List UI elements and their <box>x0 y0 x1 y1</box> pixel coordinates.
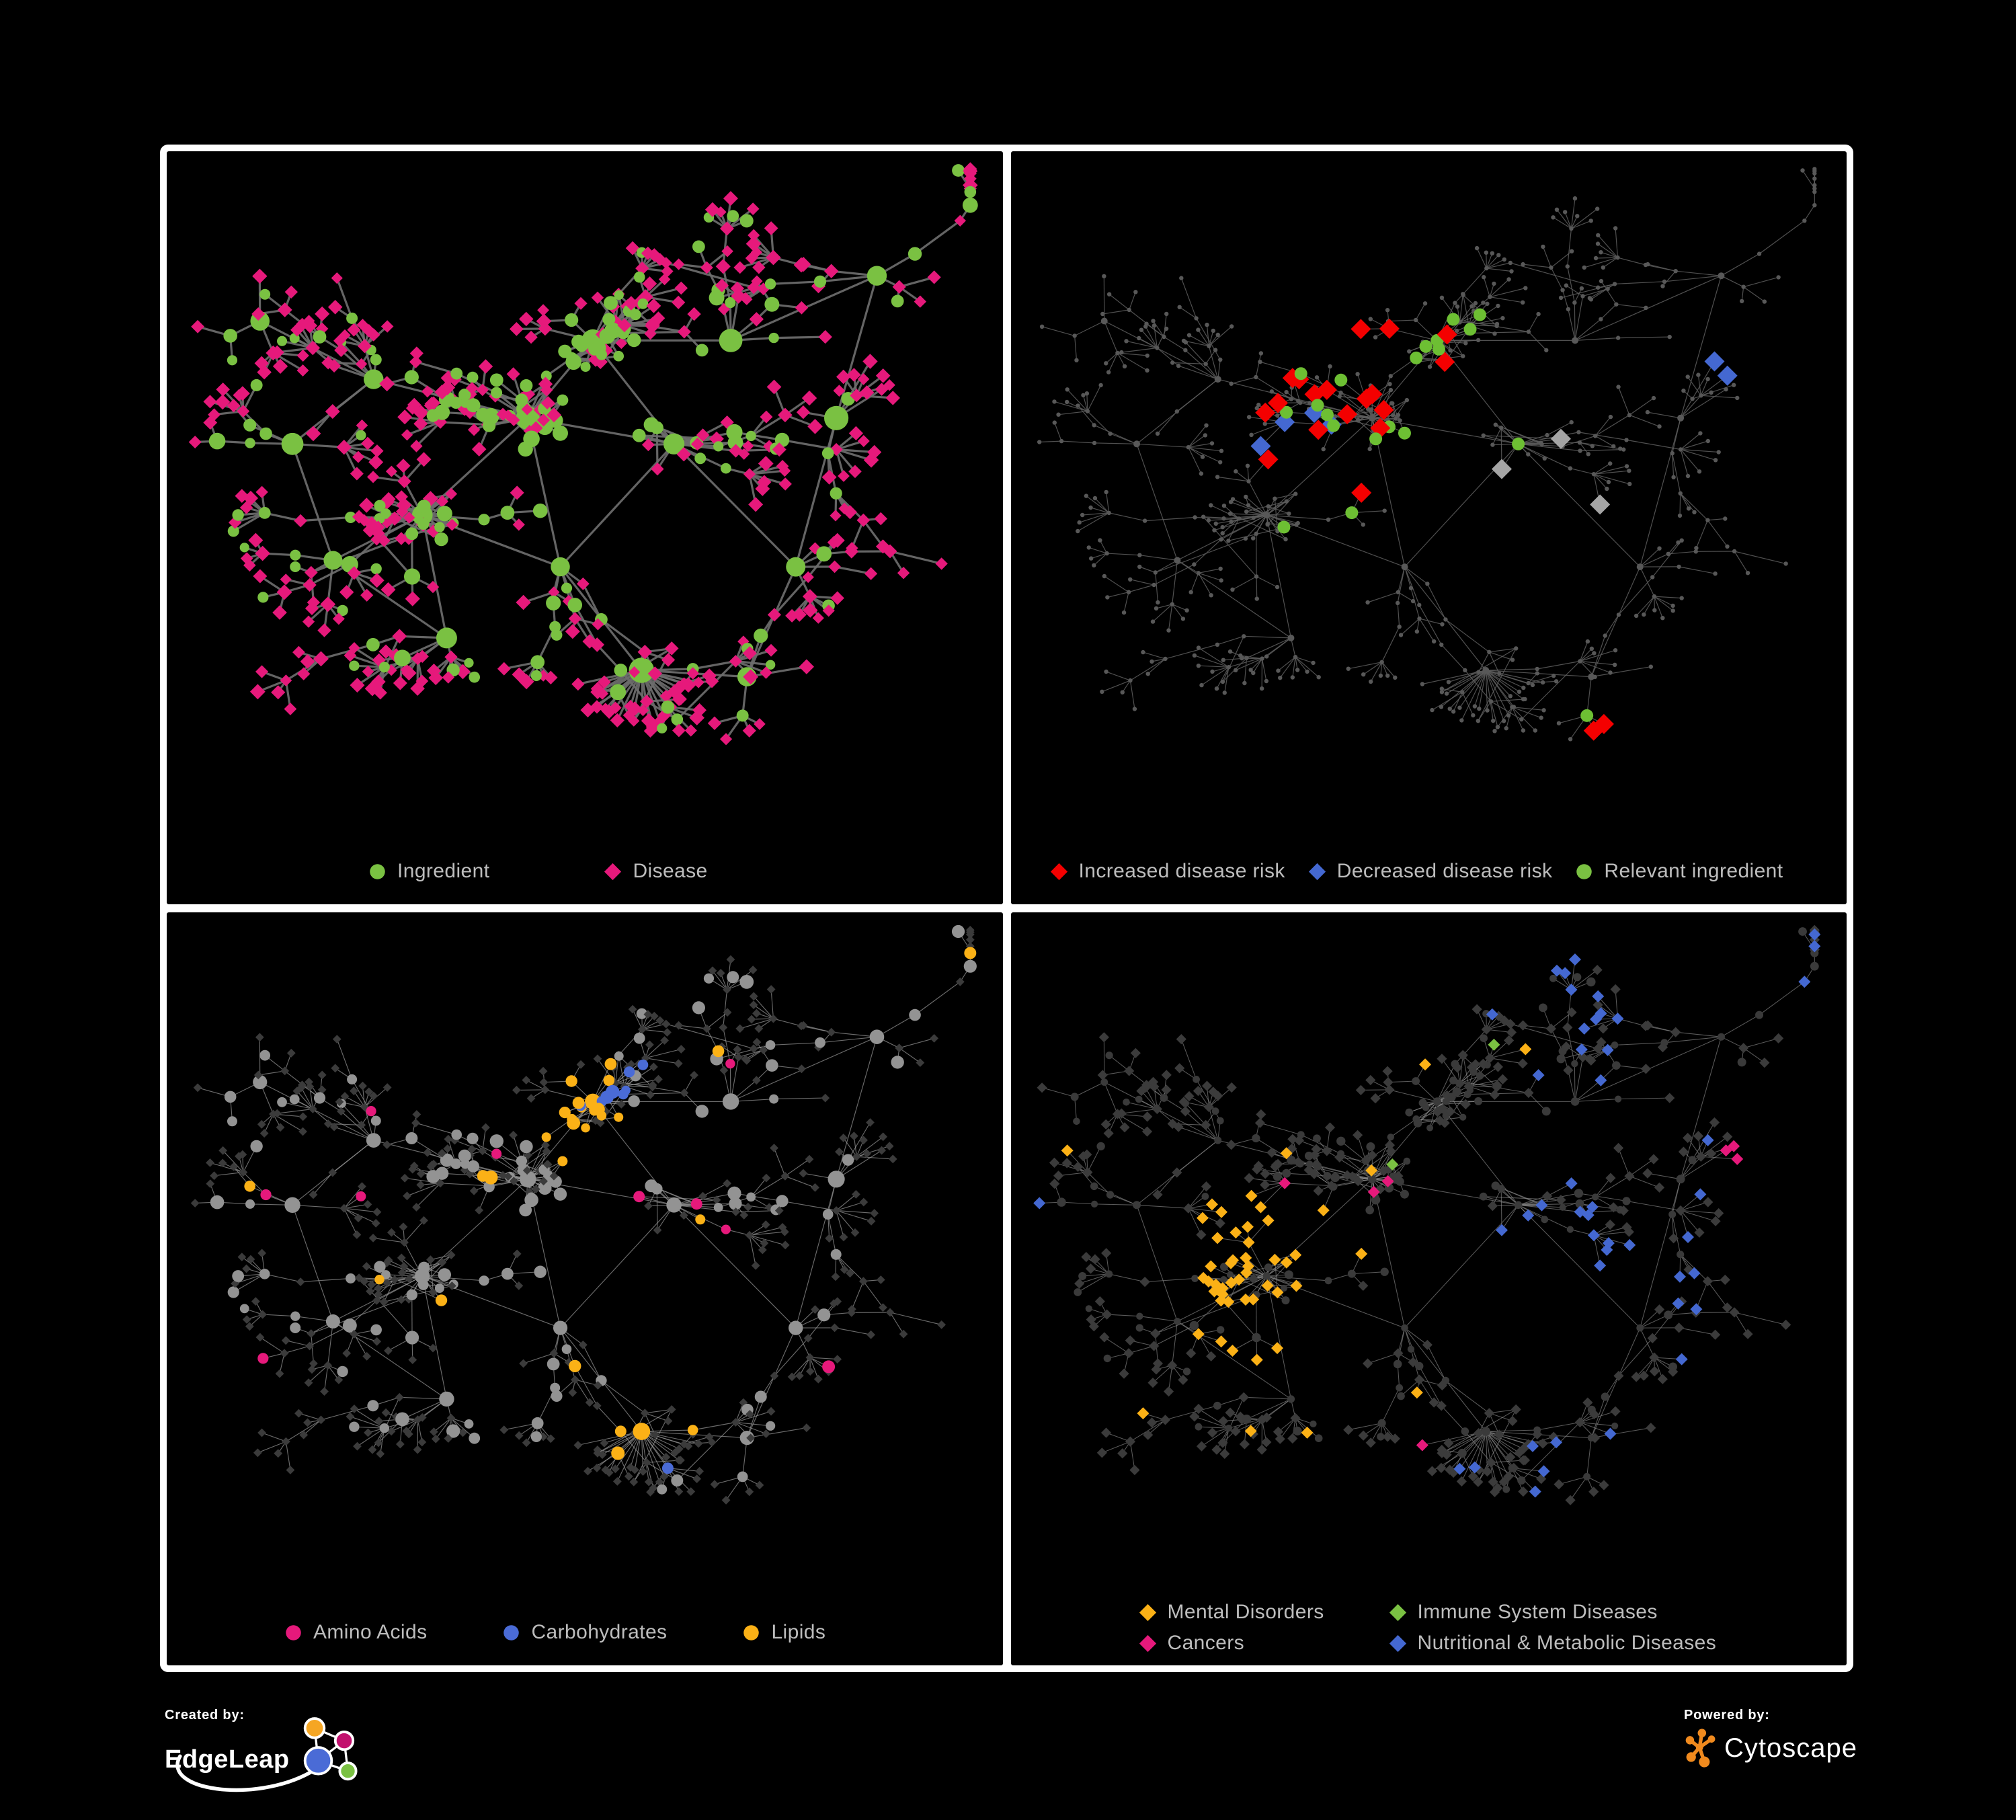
diamond-marker-icon <box>604 863 622 880</box>
legend-label: Immune System Diseases <box>1417 1601 1658 1623</box>
legend-3: Amino Acids Carbohydrates Lipids <box>167 1621 1003 1644</box>
diamond-marker-icon <box>1308 863 1326 880</box>
legend-item-increased-disease-risk: Increased disease risk <box>1050 860 1285 883</box>
legend-item-carbohydrates: Carbohydrates <box>502 1621 667 1644</box>
network-svg-2 <box>1037 167 1817 742</box>
legend-item-nutritional-metabolic-diseases: Nutritional & Metabolic Diseases <box>1389 1632 1847 1655</box>
legend-item-decreased-disease-risk: Decreased disease risk <box>1308 860 1553 883</box>
diamond-marker-icon <box>1139 1604 1156 1621</box>
network-svg-4 <box>1033 924 1820 1505</box>
legend-label: Decreased disease risk <box>1336 860 1553 882</box>
edgeleap-wordmark: EdgeLeap <box>165 1745 290 1774</box>
legend-label: Ingredient <box>397 860 490 882</box>
circle-marker-icon <box>743 1624 760 1640</box>
node-layer <box>1036 924 1820 1505</box>
highlight-node-layer <box>244 947 977 1474</box>
circle-marker-icon <box>370 863 385 879</box>
legend-label: Carbohydrates <box>531 1621 668 1643</box>
node-layer <box>188 162 978 746</box>
powered-by-block: Powered by: Cytoscape <box>1684 1708 1966 1769</box>
legend-item-disease: Disease <box>604 860 707 883</box>
legend-label: Lipids <box>771 1621 826 1643</box>
legend-label: Nutritional & Metabolic Diseases <box>1417 1632 1717 1654</box>
node-layer <box>190 924 977 1505</box>
legend-1: Ingredient Disease <box>167 860 1003 883</box>
circle-marker-icon <box>503 1624 520 1640</box>
network-svg-1 <box>188 162 978 746</box>
created-by-block: Created by: EdgeLeap <box>165 1708 514 1792</box>
network-svg-3 <box>190 924 977 1505</box>
cytoscape-wordmark: Cytoscape <box>1724 1733 1857 1763</box>
panel-disease-categories: Mental Disorders Immune System Diseases Ca… <box>1010 912 1847 1665</box>
diamond-marker-icon <box>1389 1634 1406 1652</box>
circle-marker-icon <box>286 1624 301 1640</box>
node-layer <box>1037 167 1817 742</box>
cytoscape-logo-icon <box>1685 1729 1716 1768</box>
diamond-marker-icon <box>1389 1604 1406 1621</box>
highlight-node-layer <box>1033 928 1820 1498</box>
legend-label: Disease <box>633 860 708 882</box>
legend-item-amino-acids: Amino Acids <box>284 1621 427 1644</box>
legend-4: Mental Disorders Immune System Diseases Ca… <box>1011 1601 1847 1655</box>
edge-layer <box>1039 169 1815 740</box>
legend-item-mental-disorders: Mental Disorders <box>1139 1601 1389 1624</box>
legend-item-ingredient: Ingredient <box>368 860 489 883</box>
legend-item-immune-system-diseases: Immune System Diseases <box>1389 1601 1847 1624</box>
circle-marker-icon <box>1576 863 1592 879</box>
created-by-label: Created by: <box>165 1708 245 1723</box>
panel-disease-risk: Increased disease risk Decreased disease … <box>1010 151 1847 904</box>
edgeleap-logo-icon <box>175 1717 358 1792</box>
legend-2: Increased disease risk Decreased disease … <box>1011 860 1847 883</box>
legend-label: Amino Acids <box>313 1621 428 1643</box>
edge-layer <box>1039 930 1815 1501</box>
network-grid: Ingredient Disease Increased disease risk… <box>160 145 1853 1672</box>
legend-item-cancers: Cancers <box>1139 1632 1389 1655</box>
legend-label: Cancers <box>1167 1632 1245 1654</box>
legend-label: Increased disease risk <box>1078 860 1285 882</box>
powered-by-label: Powered by: <box>1684 1708 1770 1723</box>
legend-label: Relevant ingredient <box>1604 860 1783 882</box>
legend-item-lipids: Lipids <box>742 1621 825 1644</box>
panel-ingredient-disease: Ingredient Disease <box>167 151 1003 904</box>
legend-item-relevant-ingredient: Relevant ingredient <box>1575 860 1783 883</box>
legend-label: Mental Disorders <box>1167 1601 1324 1623</box>
edge-layer <box>195 930 971 1501</box>
diamond-marker-icon <box>1050 863 1067 880</box>
panel-nutrient-classes: Amino Acids Carbohydrates Lipids <box>167 912 1003 1665</box>
edge-layer <box>195 169 971 740</box>
diamond-marker-icon <box>1139 1634 1156 1652</box>
